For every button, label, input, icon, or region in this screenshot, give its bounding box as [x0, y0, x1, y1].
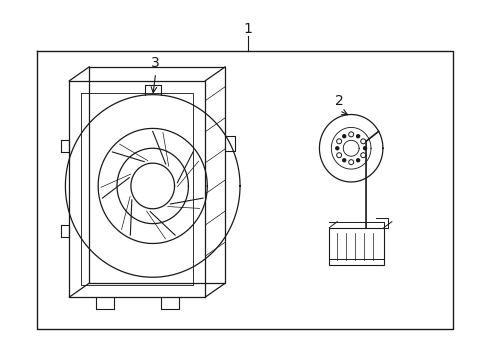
Circle shape [342, 159, 345, 162]
Circle shape [363, 147, 366, 150]
Circle shape [336, 139, 341, 144]
Circle shape [348, 132, 353, 137]
Circle shape [336, 153, 341, 158]
Circle shape [360, 153, 365, 158]
Circle shape [342, 135, 345, 138]
Circle shape [356, 135, 359, 138]
Text: 3: 3 [151, 56, 160, 70]
Bar [328, 228, 383, 265]
Circle shape [335, 147, 338, 150]
Circle shape [348, 159, 353, 165]
Circle shape [360, 139, 365, 144]
Circle shape [356, 159, 359, 162]
Text: 1: 1 [243, 22, 252, 36]
Text: 2: 2 [334, 94, 343, 108]
